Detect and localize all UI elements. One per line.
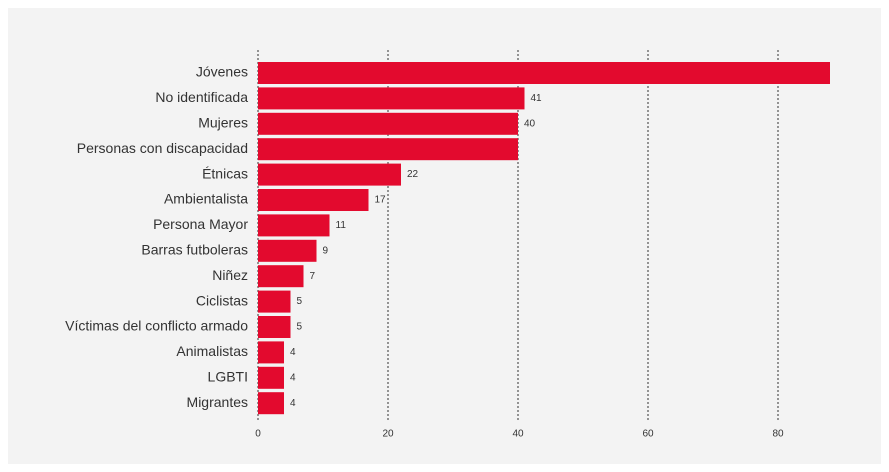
bar [258,112,518,135]
bar [258,163,401,186]
data-label: 11 [336,220,347,231]
y-tick-label: Víctimas del conflicto armado [65,318,248,334]
y-tick-label: Personas con discapacidad [77,140,248,156]
bar [258,138,518,161]
y-tick-label: Jóvenes [196,64,248,80]
bar [258,341,284,364]
y-tick-label: Barras futboleras [141,242,248,258]
y-tick-label: Ciclistas [196,292,248,308]
bar [258,366,284,389]
bar [258,316,291,338]
x-tick-label: 40 [512,429,524,440]
data-label: 4 [290,398,296,409]
data-label: 5 [297,322,303,333]
bar [258,87,525,110]
data-label: 41 [531,93,543,104]
y-tick-label: Étnicas [202,165,248,181]
data-label: 17 [375,195,387,206]
y-tick-label: LGBTI [208,369,248,385]
bar [258,290,291,313]
data-label: 7 [310,271,316,282]
data-label: 22 [407,169,419,180]
y-tick-label: Niñez [212,267,248,283]
data-label: 9 [323,245,329,256]
bar [258,239,317,262]
y-tick-label: Mujeres [198,115,248,131]
bar [258,62,830,84]
y-tick-label: No identificada [155,89,248,105]
y-tick-label: Animalistas [176,343,248,359]
y-tick-label: Persona Mayor [153,216,248,232]
bar [258,214,330,237]
y-tick-label: Ambientalista [164,191,248,207]
y-tick-label: Migrantes [187,394,248,410]
bar [258,265,304,288]
x-tick-label: 20 [382,429,394,440]
data-label: 4 [290,372,296,383]
x-tick-label: 0 [255,429,261,440]
x-tick-label: 60 [642,429,654,440]
bar [258,392,284,415]
data-label: 4 [290,347,296,358]
data-label: 5 [297,296,303,307]
x-tick-label: 80 [772,429,784,440]
bar [258,189,369,211]
data-label: 40 [524,118,536,129]
